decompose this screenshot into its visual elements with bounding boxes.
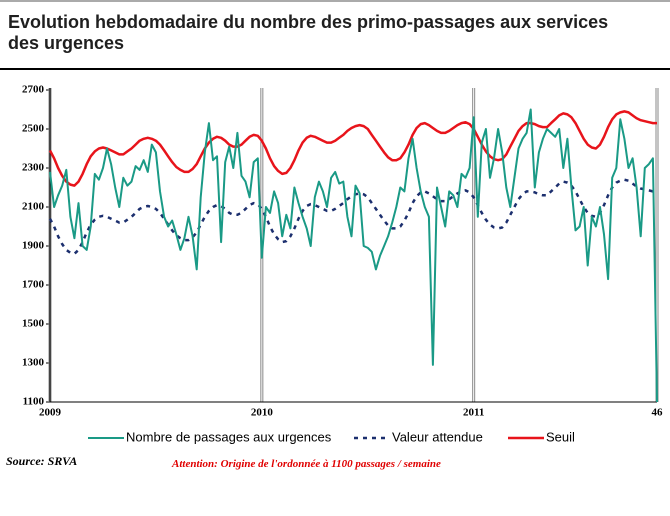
y-tick-label: 1500 bbox=[22, 318, 45, 330]
y-tick-label: 2700 bbox=[22, 84, 45, 96]
x-tick-label: 2010 bbox=[251, 407, 274, 419]
y-tick-label: 1300 bbox=[22, 357, 45, 369]
source: Source: SRVA bbox=[6, 454, 77, 468]
note: Attention: Origine de l'ordonnée à 1100 … bbox=[171, 458, 441, 470]
y-tick-label: 1100 bbox=[23, 396, 45, 408]
x-tick-label: 2009 bbox=[39, 407, 62, 419]
x-tick-label: 46 bbox=[652, 407, 664, 419]
y-tick-label: 1700 bbox=[22, 279, 45, 291]
y-tick-label: 1900 bbox=[22, 240, 45, 252]
x-tick-label: 2011 bbox=[463, 407, 484, 419]
y-tick-label: 2500 bbox=[22, 123, 45, 135]
legend-label: Valeur attendue bbox=[392, 429, 483, 444]
y-tick-label: 2300 bbox=[22, 162, 45, 174]
series-line bbox=[48, 110, 657, 187]
legend-label: Seuil bbox=[546, 429, 575, 444]
y-tick-label: 2100 bbox=[22, 201, 45, 213]
chart-title: Evolution hebdomadaire du nombre des pri… bbox=[8, 12, 609, 53]
legend-label: Nombre de passages aux urgences bbox=[126, 429, 332, 444]
series-line bbox=[49, 108, 658, 403]
